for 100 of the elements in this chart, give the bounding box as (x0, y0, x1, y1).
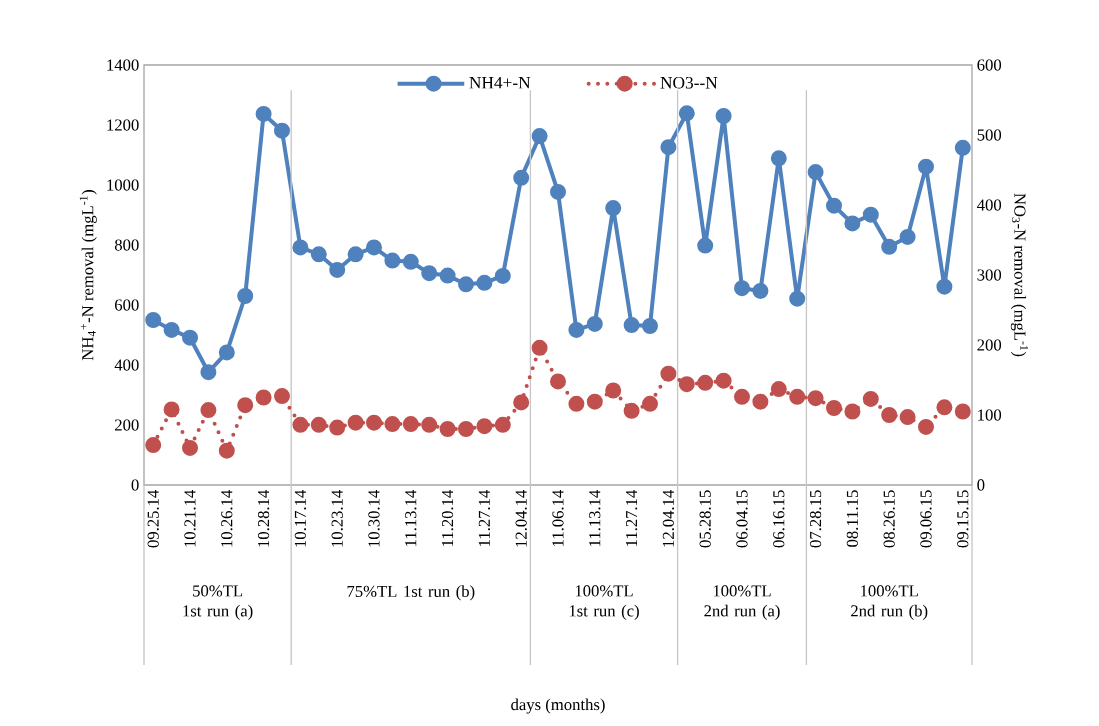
point (936, 278, 953, 295)
y2-tick-label: 400 (977, 199, 1002, 211)
point (476, 274, 493, 291)
point (954, 403, 971, 420)
text: 100%TL 2nd run (a) (704, 585, 780, 620)
point (421, 416, 438, 433)
point (366, 414, 382, 431)
point (586, 315, 603, 332)
point (715, 108, 732, 124)
point (752, 393, 769, 410)
point (329, 419, 346, 436)
x-tick-label: 10.26.14 (221, 489, 233, 547)
point (366, 239, 382, 256)
point (826, 400, 843, 416)
point (623, 317, 640, 334)
point (513, 169, 530, 186)
point (310, 246, 327, 263)
point (881, 238, 898, 255)
point (660, 139, 677, 156)
point (752, 282, 769, 299)
point (200, 402, 217, 419)
point (476, 418, 493, 435)
x-tick-label: 12.04.14 (515, 489, 527, 547)
point (274, 388, 291, 405)
point (531, 128, 548, 145)
point (163, 321, 180, 338)
point (200, 364, 217, 381)
y-tick-label: 0 (131, 479, 139, 491)
text: 100%TL 2nd run (b) (851, 585, 928, 620)
point (642, 318, 658, 334)
point (697, 237, 714, 254)
point (807, 164, 824, 181)
x-tick-label: 11.27.14 (478, 489, 491, 546)
point (310, 416, 327, 433)
point (292, 416, 309, 433)
point (826, 197, 842, 214)
point (789, 290, 806, 307)
x-tick-label: 09.06.15 (920, 490, 932, 548)
point (182, 439, 199, 456)
point (145, 437, 162, 454)
point (182, 329, 199, 346)
point (274, 122, 291, 139)
x-tick-label: 08.26.15 (883, 490, 895, 548)
y-tick-label: 1400 (107, 59, 139, 71)
y2-tick-label: 100 (978, 409, 1002, 421)
x-tick-label: 10.28.14 (257, 489, 270, 547)
y-tick-label: 600 (115, 299, 139, 311)
x-tick-label: 06.16.15 (773, 490, 785, 548)
text: 50%TL 1st run (a) (183, 585, 253, 620)
point (163, 401, 180, 418)
x-tick-label: 07.28.15 (809, 490, 822, 548)
point (918, 418, 935, 435)
y-axis-title: NH$_{4}$$^{+}$-N removal (mgL$^{-1}$) (79, 190, 97, 361)
point (145, 312, 162, 328)
point (844, 403, 861, 420)
point (899, 228, 916, 245)
point (458, 276, 474, 293)
point (237, 288, 254, 304)
point (568, 321, 585, 338)
point (623, 402, 640, 419)
y2-tick-label: 200 (977, 339, 1002, 351)
point (862, 390, 879, 407)
x-tick-label: 11.27.14 (625, 489, 638, 546)
y2-tick-label: 300 (977, 269, 1002, 281)
point (770, 150, 787, 167)
point (954, 139, 971, 156)
point (734, 280, 750, 297)
x-tick-label: 11.06.14 (552, 489, 564, 546)
point (384, 252, 401, 269)
x-tick-label: 11.20.14 (441, 489, 454, 546)
point (936, 399, 953, 416)
point (642, 395, 658, 412)
y-tick-label: 400 (114, 359, 139, 371)
point (550, 373, 566, 390)
point (347, 414, 364, 431)
point (918, 158, 934, 175)
point (347, 246, 364, 263)
y2-tick-label: 600 (977, 59, 1002, 71)
point (844, 215, 861, 232)
x-tick-label: 05.28.15 (699, 490, 711, 548)
x-tick-label: 10.30.14 (368, 489, 380, 547)
point (237, 397, 254, 414)
point (807, 390, 824, 407)
y2-tick-label: 500 (977, 129, 1002, 141)
legend-label: NO3--N (660, 76, 718, 89)
point (329, 261, 346, 278)
y2-tick-label: 0 (977, 479, 985, 491)
point (494, 267, 511, 284)
point (384, 416, 401, 433)
point (421, 265, 438, 282)
x-tick-label: 06.04.15 (736, 490, 748, 548)
point (881, 407, 898, 423)
point (439, 267, 456, 284)
y2-axis-title: NO$_{3}$-N removal (mgL$^{-1}$) (1010, 193, 1028, 357)
point (899, 409, 916, 426)
y-tick-label: 1200 (107, 119, 139, 131)
point (605, 200, 622, 217)
point (734, 388, 750, 405)
y-tick-label: 200 (115, 419, 139, 431)
x-tick-label: 10.23.14 (331, 489, 343, 547)
